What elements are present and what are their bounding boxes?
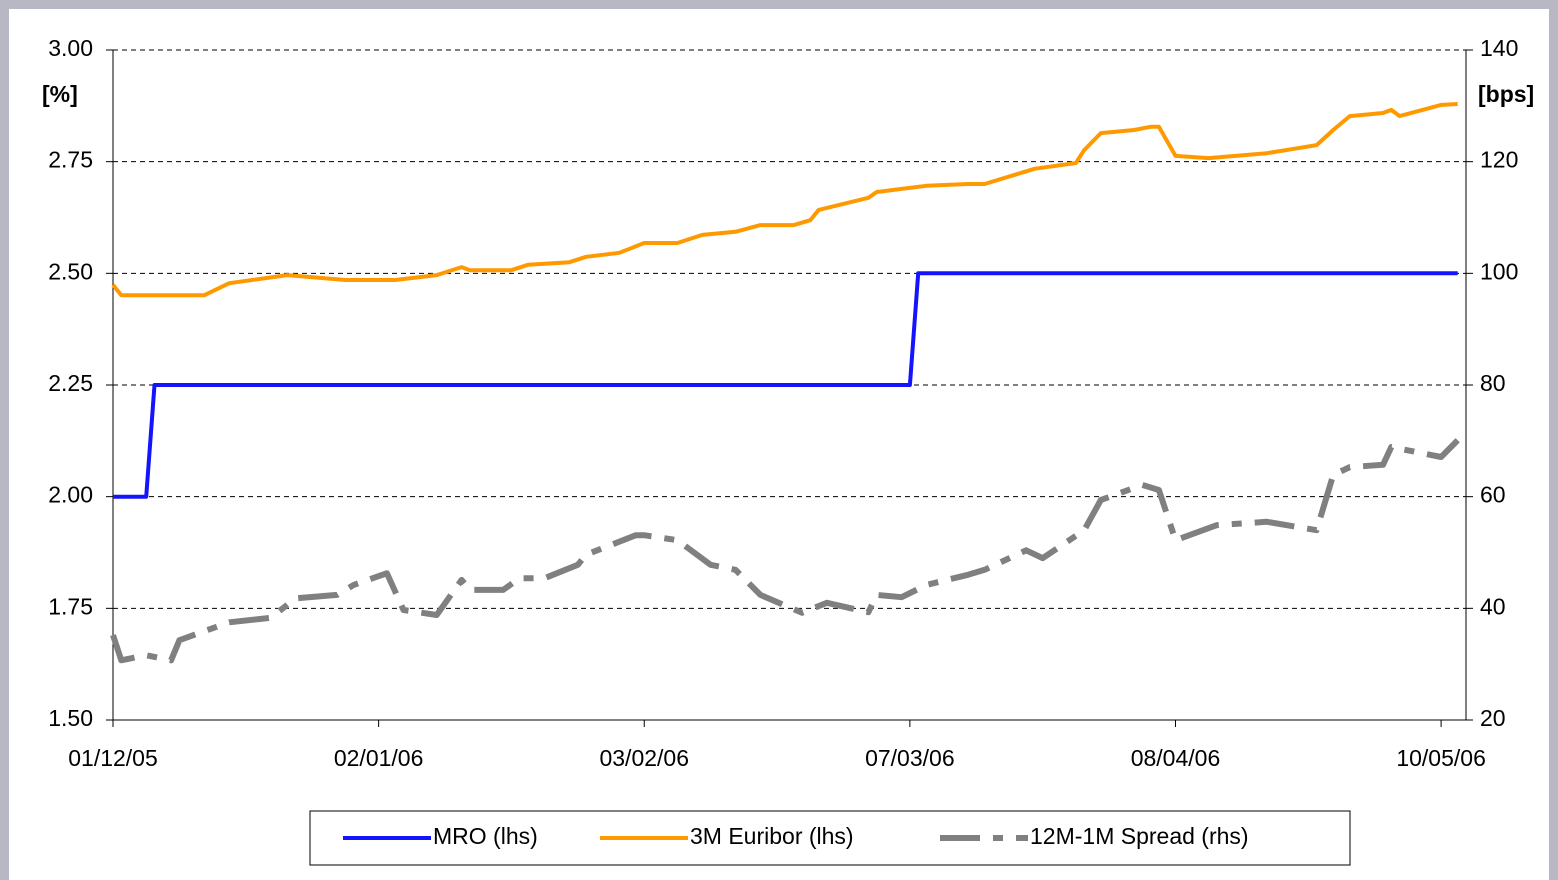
series-line [111,102,1458,298]
series-line [113,271,1458,499]
y2-tick-label: 100 [1480,258,1518,284]
legend-label: 3M Euribor (lhs) [690,823,854,849]
x-tick-label: 03/02/06 [599,745,689,771]
y2-tick-label: 60 [1480,482,1506,508]
y2-tick-label: 80 [1480,370,1506,396]
y2-tick-label: 120 [1480,147,1518,173]
x-tick-label: 02/01/06 [334,745,424,771]
y-axis-label: [%] [42,81,78,107]
y-tick-label: 2.25 [48,370,93,396]
x-tick-label: 08/04/06 [1131,745,1221,771]
legend-label: MRO (lhs) [433,823,538,849]
y2-tick-label: 140 [1480,35,1518,61]
y-tick-label: 1.75 [48,593,93,619]
panel [9,9,1549,880]
y2-tick-label: 20 [1480,705,1506,731]
x-tick-label: 10/05/06 [1396,745,1486,771]
y2-tick-label: 40 [1480,593,1506,619]
legend-label: 12M-1M Spread (rhs) [1030,823,1249,849]
x-tick-label: 01/12/05 [68,745,158,771]
x-tick-label: 07/03/06 [865,745,955,771]
series-line [110,438,1460,664]
y-tick-label: 2.50 [48,258,93,284]
legend-box [309,810,1351,866]
y-tick-label: 2.75 [48,147,93,173]
y-tick-label: 3.00 [48,35,93,61]
y-tick-label: 1.50 [48,705,93,731]
y-tick-label: 2.00 [48,482,93,508]
y2-axis-label: [bps] [1478,81,1534,107]
